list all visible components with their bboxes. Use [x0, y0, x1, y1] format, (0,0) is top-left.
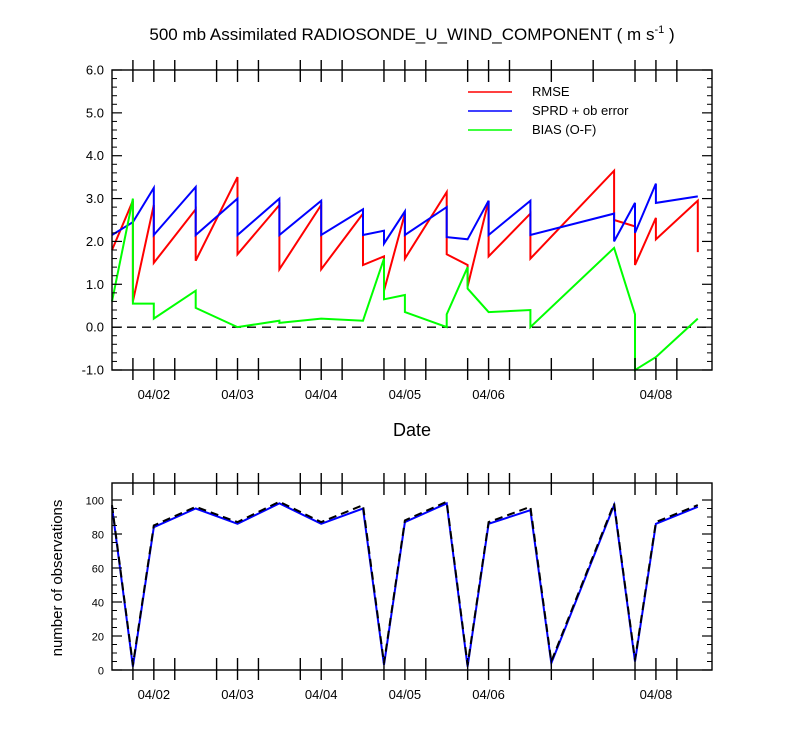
top-panel: -1.0 0.0 1.0 2.0 3.0 4.0 5.0 6.0 04/02 04/03 04/04…: [82, 60, 713, 440]
top-y-tick-label: 6.0: [86, 63, 104, 78]
top-y-tick-label: -1.0: [82, 363, 104, 378]
top-x-axis-label: Date: [393, 420, 431, 440]
bottom-y-tick-label: 0: [98, 666, 104, 678]
top-y-tick-label: 2.0: [86, 234, 104, 249]
bottom-y-tick-label: 100: [86, 496, 104, 508]
top-y-tick-label: 4.0: [86, 148, 104, 163]
bottom-x-tick-label: 04/05: [389, 687, 422, 702]
bottom-series-lines: [111, 499, 699, 668]
bottom-x-tick-label: 04/08: [640, 687, 673, 702]
top-y-tick-label: 0.0: [86, 320, 104, 335]
bottom-y-tick-label: 20: [92, 632, 104, 644]
top-x-tick-label: 04/05: [389, 387, 422, 402]
top-series-bias-o-f: [111, 198, 699, 372]
legend-bias-label: BIAS (O-F): [532, 122, 596, 137]
bottom-y-axis-label: number of observations: [49, 500, 66, 657]
bottom-x-tick-label: 04/03: [221, 687, 254, 702]
top-x-tick-label: 04/03: [221, 387, 254, 402]
legend: RMSE SPRD + ob error BIAS (O-F): [468, 84, 629, 137]
bottom-y-tick-label: 40: [92, 598, 104, 610]
bottom-y-tick-label: 60: [92, 564, 104, 576]
top-x-tick-label: 04/02: [138, 387, 171, 402]
top-y-tick-label: 3.0: [86, 191, 104, 206]
bottom-y-tick-label: 80: [92, 530, 104, 542]
top-axes: -1.0 0.0 1.0 2.0 3.0 4.0 5.0 6.0 04/02 04/03 04/04…: [82, 60, 712, 402]
bottom-x-tick-label: 04/02: [138, 687, 171, 702]
top-plot-frame: [111, 69, 713, 371]
bottom-axes: 0 20 40 60 80 100 04/02 04/03 04/04 04/05 04/06 04/…: [86, 473, 712, 702]
bottom-x-tick-label: 04/04: [305, 687, 338, 702]
bottom-series-assimilated: [111, 501, 699, 668]
top-y-tick-label: 1.0: [86, 277, 104, 292]
top-x-tick-label: 04/04: [305, 387, 338, 402]
legend-sprd-label: SPRD + ob error: [532, 103, 629, 118]
bottom-panel: 0 20 40 60 80 100 04/02 04/03 04/04 04/05 04/06 04/…: [49, 473, 713, 702]
top-series-lines: [111, 168, 712, 372]
top-y-tick-label: 5.0: [86, 105, 104, 120]
top-x-tick-label: 04/08: [640, 387, 673, 402]
legend-rmse-label: RMSE: [532, 84, 570, 99]
bottom-x-tick-label: 04/06: [472, 687, 505, 702]
top-series-sprd-ob-error: [111, 183, 698, 247]
bottom-series-possible: [111, 499, 699, 666]
chart-title: 500 mb Assimilated RADIOSONDE_U_WIND_COM…: [149, 24, 674, 44]
top-x-tick-label: 04/06: [472, 387, 505, 402]
